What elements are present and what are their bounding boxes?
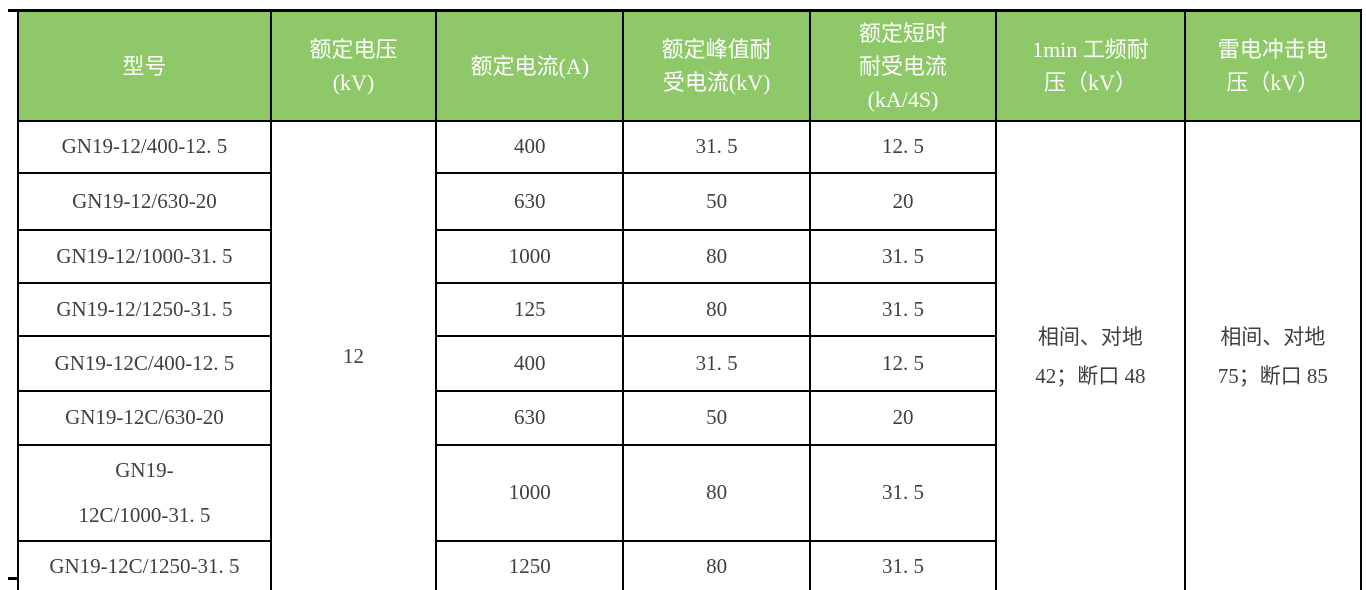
table-row: GN19-12/630-20 630 50 20 — [17, 172, 1361, 231]
table-row: GN19- 12C/1000-31. 5 1000 80 31. 5 — [17, 443, 1361, 543]
peak-withstand-cell: 50 — [622, 390, 811, 446]
rated-current-cell: 630 — [435, 172, 625, 231]
lightning-impulse-cell: 相间、对地 75；断口 85 — [1183, 119, 1363, 590]
model-cell: GN19- 12C/1000-31. 5 — [17, 443, 272, 543]
col-header-power-frequency: 1min 工频耐 压（kV） — [995, 12, 1186, 122]
table-body: GN19-12/400-12. 5 12 400 31. 5 12. 5 相间、… — [17, 119, 1363, 590]
spec-table: 型号 额定电压 (kV) 额定电流(A) 额定峰值耐 受电流(kV) 额定短时 … — [17, 12, 1363, 590]
col-header-short-time-withstand: 额定短时 耐受电流 (kA/4S) — [808, 12, 998, 122]
peak-withstand-cell: 80 — [622, 540, 811, 590]
col-header-rated-voltage: 额定电压 (kV) — [269, 12, 438, 122]
rated-current-cell: 1250 — [435, 540, 625, 590]
model-cell: GN19-12/630-20 — [17, 172, 272, 231]
rated-current-cell: 400 — [435, 335, 625, 392]
rated-current-cell: 125 — [435, 282, 625, 337]
power-frequency-cell: 相间、对地 42；断口 48 — [995, 119, 1186, 590]
table-row: GN19-12/1250-31. 5 125 80 31. 5 — [17, 282, 1361, 337]
rated-voltage-cell: 12 — [269, 119, 438, 590]
short-time-withstand-cell: 31. 5 — [808, 229, 998, 284]
table-row: GN19-12/1000-31. 5 1000 80 31. 5 — [17, 229, 1361, 284]
short-time-withstand-cell: 31. 5 — [808, 540, 998, 590]
short-time-withstand-cell: 20 — [808, 390, 998, 446]
peak-withstand-cell: 80 — [622, 282, 811, 337]
short-time-withstand-cell: 31. 5 — [808, 282, 998, 337]
short-time-withstand-cell: 12. 5 — [808, 120, 998, 174]
peak-withstand-cell: 31. 5 — [622, 120, 811, 174]
header-row: 型号 额定电压 (kV) 额定电流(A) 额定峰值耐 受电流(kV) 额定短时 … — [17, 12, 1363, 122]
peak-withstand-cell: 80 — [622, 443, 811, 543]
model-cell: GN19-12/1250-31. 5 — [17, 282, 272, 337]
rated-current-cell: 1000 — [435, 443, 625, 543]
short-time-withstand-cell: 31. 5 — [808, 443, 998, 543]
table-row: GN19-12C/1250-31. 5 1250 80 31. 5 — [17, 540, 1361, 590]
col-header-model: 型号 — [17, 12, 272, 122]
table-header: 型号 额定电压 (kV) 额定电流(A) 额定峰值耐 受电流(kV) 额定短时 … — [17, 12, 1363, 122]
model-cell: GN19-12C/1250-31. 5 — [17, 540, 272, 590]
table-row: GN19-12C/630-20 630 50 20 — [17, 390, 1361, 446]
short-time-withstand-cell: 12. 5 — [808, 335, 998, 392]
model-cell: GN19-12/400-12. 5 — [17, 120, 272, 174]
model-cell: GN19-12/1000-31. 5 — [17, 229, 272, 284]
peak-withstand-cell: 50 — [622, 172, 811, 231]
table-row: GN19-12C/400-12. 5 400 31. 5 12. 5 — [17, 335, 1361, 392]
peak-withstand-cell: 31. 5 — [622, 335, 811, 392]
col-header-peak-withstand: 额定峰值耐 受电流(kV) — [622, 12, 811, 122]
rated-current-cell: 630 — [435, 390, 625, 446]
model-cell: GN19-12C/630-20 — [17, 390, 272, 446]
col-header-lightning-impulse: 雷电冲击电 压（kV） — [1183, 12, 1363, 122]
spec-table-frame: 型号 额定电压 (kV) 额定电流(A) 额定峰值耐 受电流(kV) 额定短时 … — [8, 9, 1363, 590]
model-cell: GN19-12C/400-12. 5 — [17, 335, 272, 392]
rated-current-cell: 400 — [435, 120, 625, 174]
table-row: GN19-12/400-12. 5 12 400 31. 5 12. 5 相间、… — [17, 119, 1363, 590]
short-time-withstand-cell: 20 — [808, 172, 998, 231]
rated-current-cell: 1000 — [435, 229, 625, 284]
col-header-rated-current: 额定电流(A) — [435, 12, 625, 122]
peak-withstand-cell: 80 — [622, 229, 811, 284]
